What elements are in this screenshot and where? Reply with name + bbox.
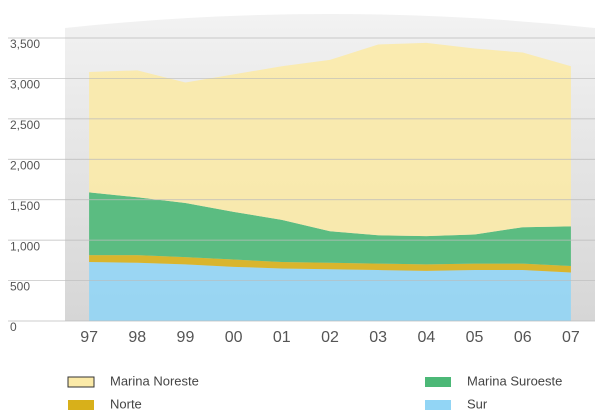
x-tick-label: 02 [321,329,339,346]
y-tick-label: 2,000 [10,158,40,172]
y-tick-label: 3,000 [10,78,40,92]
legend-label: Marina Suroeste [467,373,562,388]
y-tick-label: 500 [10,280,30,294]
legend-swatch [425,400,451,410]
area [89,42,571,237]
x-tick-label: 97 [80,329,98,346]
legend-label: Marina Noreste [110,373,199,388]
legend-swatch [67,376,95,388]
legend-label: Sur [467,396,488,411]
area [89,261,571,321]
legend-label: Norte [110,396,142,411]
x-tick-label: 01 [273,329,291,346]
legend-swatch [68,400,94,410]
y-tick-label: 2,500 [10,118,40,132]
y-tick-label: 0 [10,320,17,334]
x-tick-label: 07 [562,329,580,346]
legend-swatch [425,377,451,387]
x-tick-label: 06 [514,329,532,346]
x-tick-label: 05 [466,329,484,346]
x-tick-label: 00 [225,329,243,346]
area [89,192,571,267]
y-tick-label: 1,000 [10,239,40,253]
x-tick-label: 03 [369,329,387,346]
area [89,255,571,273]
x-tick-label: 98 [128,329,146,346]
x-tick-label: 04 [417,329,435,346]
x-tick-label: 99 [177,329,195,346]
y-tick-label: 1,500 [10,199,40,213]
y-tick-label: 3,500 [10,37,40,51]
